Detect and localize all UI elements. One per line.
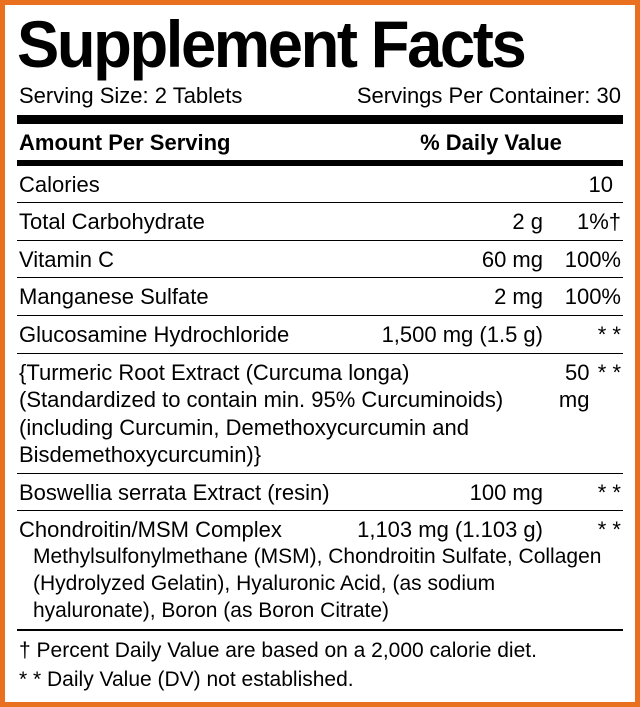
servings-per-container-label: Servings Per Container: — [357, 83, 591, 108]
column-headers: Amount Per Serving % Daily Value — [17, 124, 623, 158]
nutrient-amount: 2 mg — [361, 283, 551, 311]
row-vitamin-c: Vitamin C 60 mg 100% — [17, 241, 623, 278]
nutrient-dv: * * — [551, 479, 621, 507]
nutrient-amount: 1,103 mg (1.103 g) — [321, 516, 551, 544]
serving-row: Serving Size: 2 Tablets Servings Per Con… — [17, 79, 623, 115]
nutrient-dv: * * — [551, 321, 621, 349]
serving-size: Serving Size: 2 Tablets — [19, 83, 242, 109]
nutrient-name: Boswellia serrata Extract (resin) — [19, 479, 401, 507]
nutrient-dv: * * — [597, 359, 621, 387]
nutrient-name: Total Carbohydrate — [19, 208, 361, 236]
servings-per-container: Servings Per Container: 30 — [357, 83, 621, 109]
header-dv: % Daily Value — [361, 130, 621, 156]
footnote-dv-not-established: * * Daily Value (DV) not established. — [19, 666, 621, 694]
footnote-pdv: † Percent Daily Value are based on a 2,0… — [19, 637, 621, 665]
nutrient-name: Vitamin C — [19, 246, 361, 274]
row-boswellia: Boswellia serrata Extract (resin) 100 mg… — [17, 474, 623, 511]
header-amount: Amount Per Serving — [19, 130, 361, 156]
footnotes: † Percent Daily Value are based on a 2,0… — [17, 631, 623, 694]
nutrient-dv: 100% — [551, 246, 621, 274]
nutrient-name: Calories — [19, 171, 551, 199]
nutrient-dv: 100% — [551, 283, 621, 311]
nutrient-amount: 1,500 mg (1.5 g) — [361, 321, 551, 349]
nutrient-name: Glucosamine Hydrochloride — [19, 321, 361, 349]
panel-title: Supplement Facts — [17, 11, 599, 77]
nutrient-amount: 2 g — [361, 208, 551, 236]
nutrient-sub: Methylsulfonylmethane (MSM), Chondroitin… — [19, 544, 621, 625]
row-calories: Calories 10 — [17, 166, 623, 203]
row-manganese: Manganese Sulfate 2 mg 100% — [17, 278, 623, 315]
row-chondroitin-sub: Methylsulfonylmethane (MSM), Chondroitin… — [17, 544, 623, 629]
nutrient-amount: 50 mg — [552, 359, 598, 414]
thick-divider — [17, 115, 623, 124]
nutrient-name: Manganese Sulfate — [19, 283, 361, 311]
serving-size-value: 2 Tablets — [155, 83, 243, 108]
supplement-facts-panel: Supplement Facts Serving Size: 2 Tablets… — [0, 0, 640, 707]
nutrient-name: Chondroitin/MSM Complex — [19, 516, 321, 544]
nutrient-name: {Turmeric Root Extract (Curcuma longa) (… — [19, 359, 552, 469]
serving-size-label: Serving Size: — [19, 83, 149, 108]
nutrient-amount: 100 mg — [401, 479, 551, 507]
nutrient-dv: 1%† — [551, 208, 621, 236]
nutrient-dv: * * — [551, 516, 621, 544]
nutrient-amount: 10 — [551, 171, 621, 199]
row-turmeric: {Turmeric Root Extract (Curcuma longa) (… — [17, 354, 623, 473]
row-total-carb: Total Carbohydrate 2 g 1%† — [17, 203, 623, 240]
servings-per-container-value: 30 — [597, 83, 621, 108]
row-chondroitin: Chondroitin/MSM Complex 1,103 mg (1.103 … — [17, 511, 623, 544]
row-glucosamine: Glucosamine Hydrochloride 1,500 mg (1.5 … — [17, 316, 623, 353]
nutrient-amount: 60 mg — [361, 246, 551, 274]
